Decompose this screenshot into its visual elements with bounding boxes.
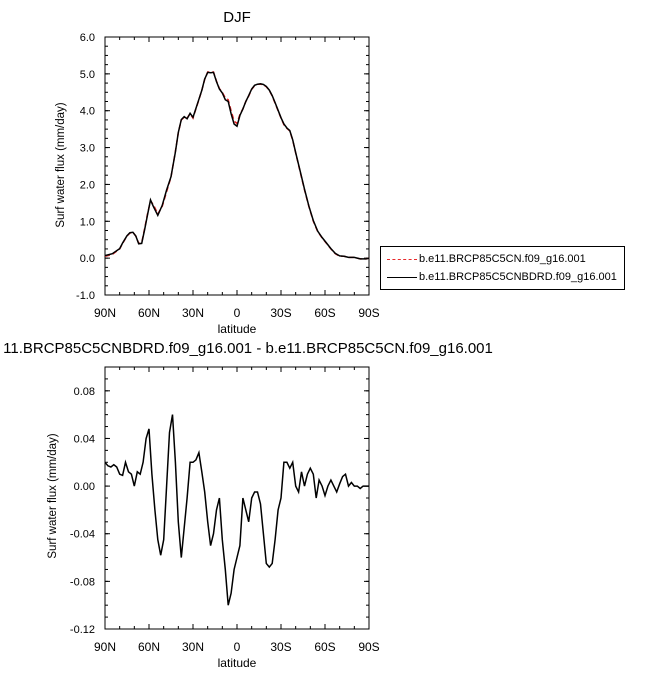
- bottom-panel: 11.BRCP85C5CNBDRD.f09_g16.001 - b.e11.BR…: [3, 340, 493, 670]
- top-panel: DJF Surf water flux (mm/day) latitude 90…: [55, 9, 380, 336]
- legend-entry-bdrd: b.e11.BRCP85C5CNBDRD.f09_g16.001: [381, 269, 617, 285]
- legend-swatch-solid-black: [387, 276, 417, 278]
- bottom-x-tick-label: 60S: [314, 640, 335, 654]
- top-y-tick-label: 5.0: [80, 69, 95, 81]
- bottom-x-tick-label: 60N: [138, 640, 160, 654]
- legend-label-control: b.e11.BRCP85C5CN.f09_g16.001: [419, 253, 586, 265]
- bottom-x-tick-label: 30N: [182, 640, 204, 654]
- legend-entry-control: b.e11.BRCP85C5CN.f09_g16.001: [381, 251, 586, 267]
- top-series-lines: [104, 71, 370, 260]
- top-y-tick-label: -1.0: [76, 290, 95, 302]
- bottom-x-tick-label: 0: [234, 640, 241, 654]
- bottom-series-line-0: [104, 414, 369, 606]
- top-x-tick-label: 0: [234, 306, 241, 320]
- bottom-y-tick-label: 0.04: [74, 433, 95, 445]
- top-y-tick-label: 0.0: [80, 253, 95, 265]
- top-axes-ticks: 90N 60N 30N 0 30S 60S 90S -1.0 0.0 1.0 2.0 3.0 4.0 5.…: [76, 32, 380, 320]
- bottom-y-axis-label: Surf water flux (mm/day): [47, 433, 59, 558]
- top-y-tick-label: 2.0: [80, 179, 95, 191]
- top-x-tick-label: 60N: [138, 306, 160, 320]
- bottom-x-tick-label: 90N: [94, 640, 116, 654]
- bottom-chart-title: 11.BRCP85C5CNBDRD.f09_g16.001 - b.e11.BR…: [3, 340, 493, 357]
- top-y-tick-label: 1.0: [80, 216, 95, 228]
- top-y-tick-label: 3.0: [80, 143, 95, 155]
- top-x-tick-label: 30N: [182, 306, 204, 320]
- legend-label-bdrd: b.e11.BRCP85C5CNBDRD.f09_g16.001: [419, 271, 617, 283]
- bottom-x-tick-label: 30S: [270, 640, 291, 654]
- top-x-tick-label: 90N: [94, 306, 116, 320]
- top-chart-legend: b.e11.BRCP85C5CN.f09_g16.001 b.e11.BRCP8…: [380, 246, 625, 290]
- bottom-y-tick-label: -0.08: [70, 576, 95, 588]
- bottom-y-tick-label: -0.04: [70, 529, 95, 541]
- bottom-x-tick-label: 90S: [358, 640, 379, 654]
- top-x-tick-label: 30S: [270, 306, 291, 320]
- top-y-tick-label: 6.0: [80, 32, 95, 44]
- bottom-x-axis-label: latitude: [218, 656, 257, 670]
- top-y-axis-label: Surf water flux (mm/day): [55, 102, 67, 227]
- bottom-series-lines: [104, 414, 369, 606]
- legend-swatch-dashed-red: [387, 258, 417, 260]
- top-y-tick-label: 4.0: [80, 106, 95, 118]
- top-x-axis-label: latitude: [218, 322, 257, 336]
- bottom-axes-ticks: 90N 60N 30N 0 30S 60S 90S -0.12 -0.08 -0.04 0.00 0.…: [70, 366, 380, 654]
- top-x-tick-label: 90S: [358, 306, 379, 320]
- top-plot-frame: [104, 36, 370, 296]
- top-x-tick-label: 60S: [314, 306, 335, 320]
- bottom-plot-frame: [104, 366, 370, 630]
- top-chart-title: DJF: [223, 9, 251, 26]
- bottom-y-tick-label: -0.12: [70, 624, 95, 636]
- top-series-line-1: [104, 71, 370, 260]
- bottom-y-tick-label: 0.08: [74, 386, 95, 398]
- bottom-y-tick-label: 0.00: [74, 481, 95, 493]
